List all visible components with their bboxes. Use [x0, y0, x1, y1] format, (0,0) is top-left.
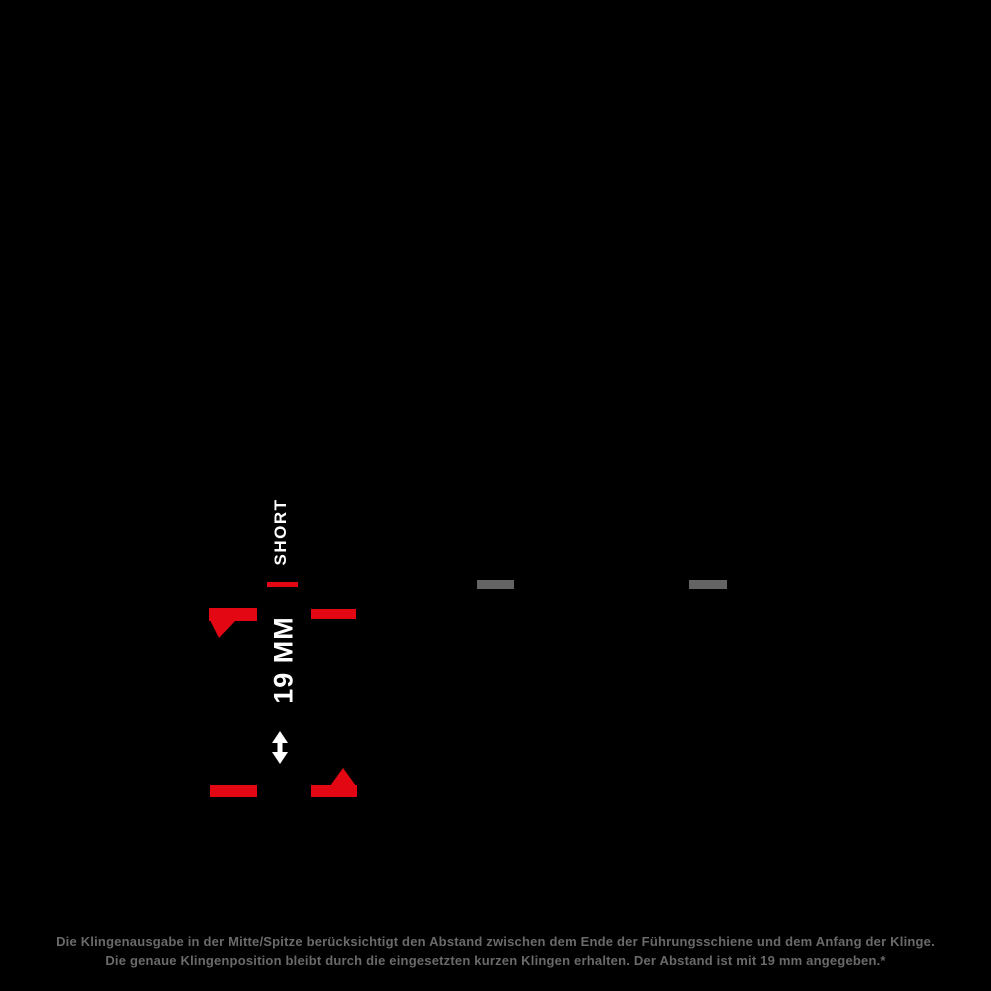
arrow-head-down: [272, 752, 288, 764]
gray-break-dash-right: [689, 580, 727, 589]
bottom-left-edge-bar: [210, 785, 257, 797]
bottom-right-edge-bar: [311, 785, 357, 797]
arrow-head-up: [272, 731, 288, 743]
caption-block: Die Klingenausgabe in der Mitte/Spitze b…: [0, 932, 991, 970]
gray-break-dash-left: [477, 580, 514, 589]
top-right-edge-bar: [311, 609, 356, 619]
arrow-shaft: [277, 742, 283, 754]
top-left-blade-tip-triangle: [210, 620, 236, 638]
bottom-blade-edge: [210, 768, 357, 797]
bottom-right-blade-tip-triangle: [330, 768, 356, 786]
short-blade-red-dash: [267, 582, 298, 587]
top-blade-edge: [209, 608, 356, 638]
top-left-edge-bar: [209, 608, 257, 621]
caption-line-2: Die genaue Klingenposition bleibt durch …: [105, 953, 886, 968]
caption-line-1: Die Klingenausgabe in der Mitte/Spitze b…: [56, 934, 935, 949]
vertical-double-arrow-icon: [272, 731, 288, 764]
